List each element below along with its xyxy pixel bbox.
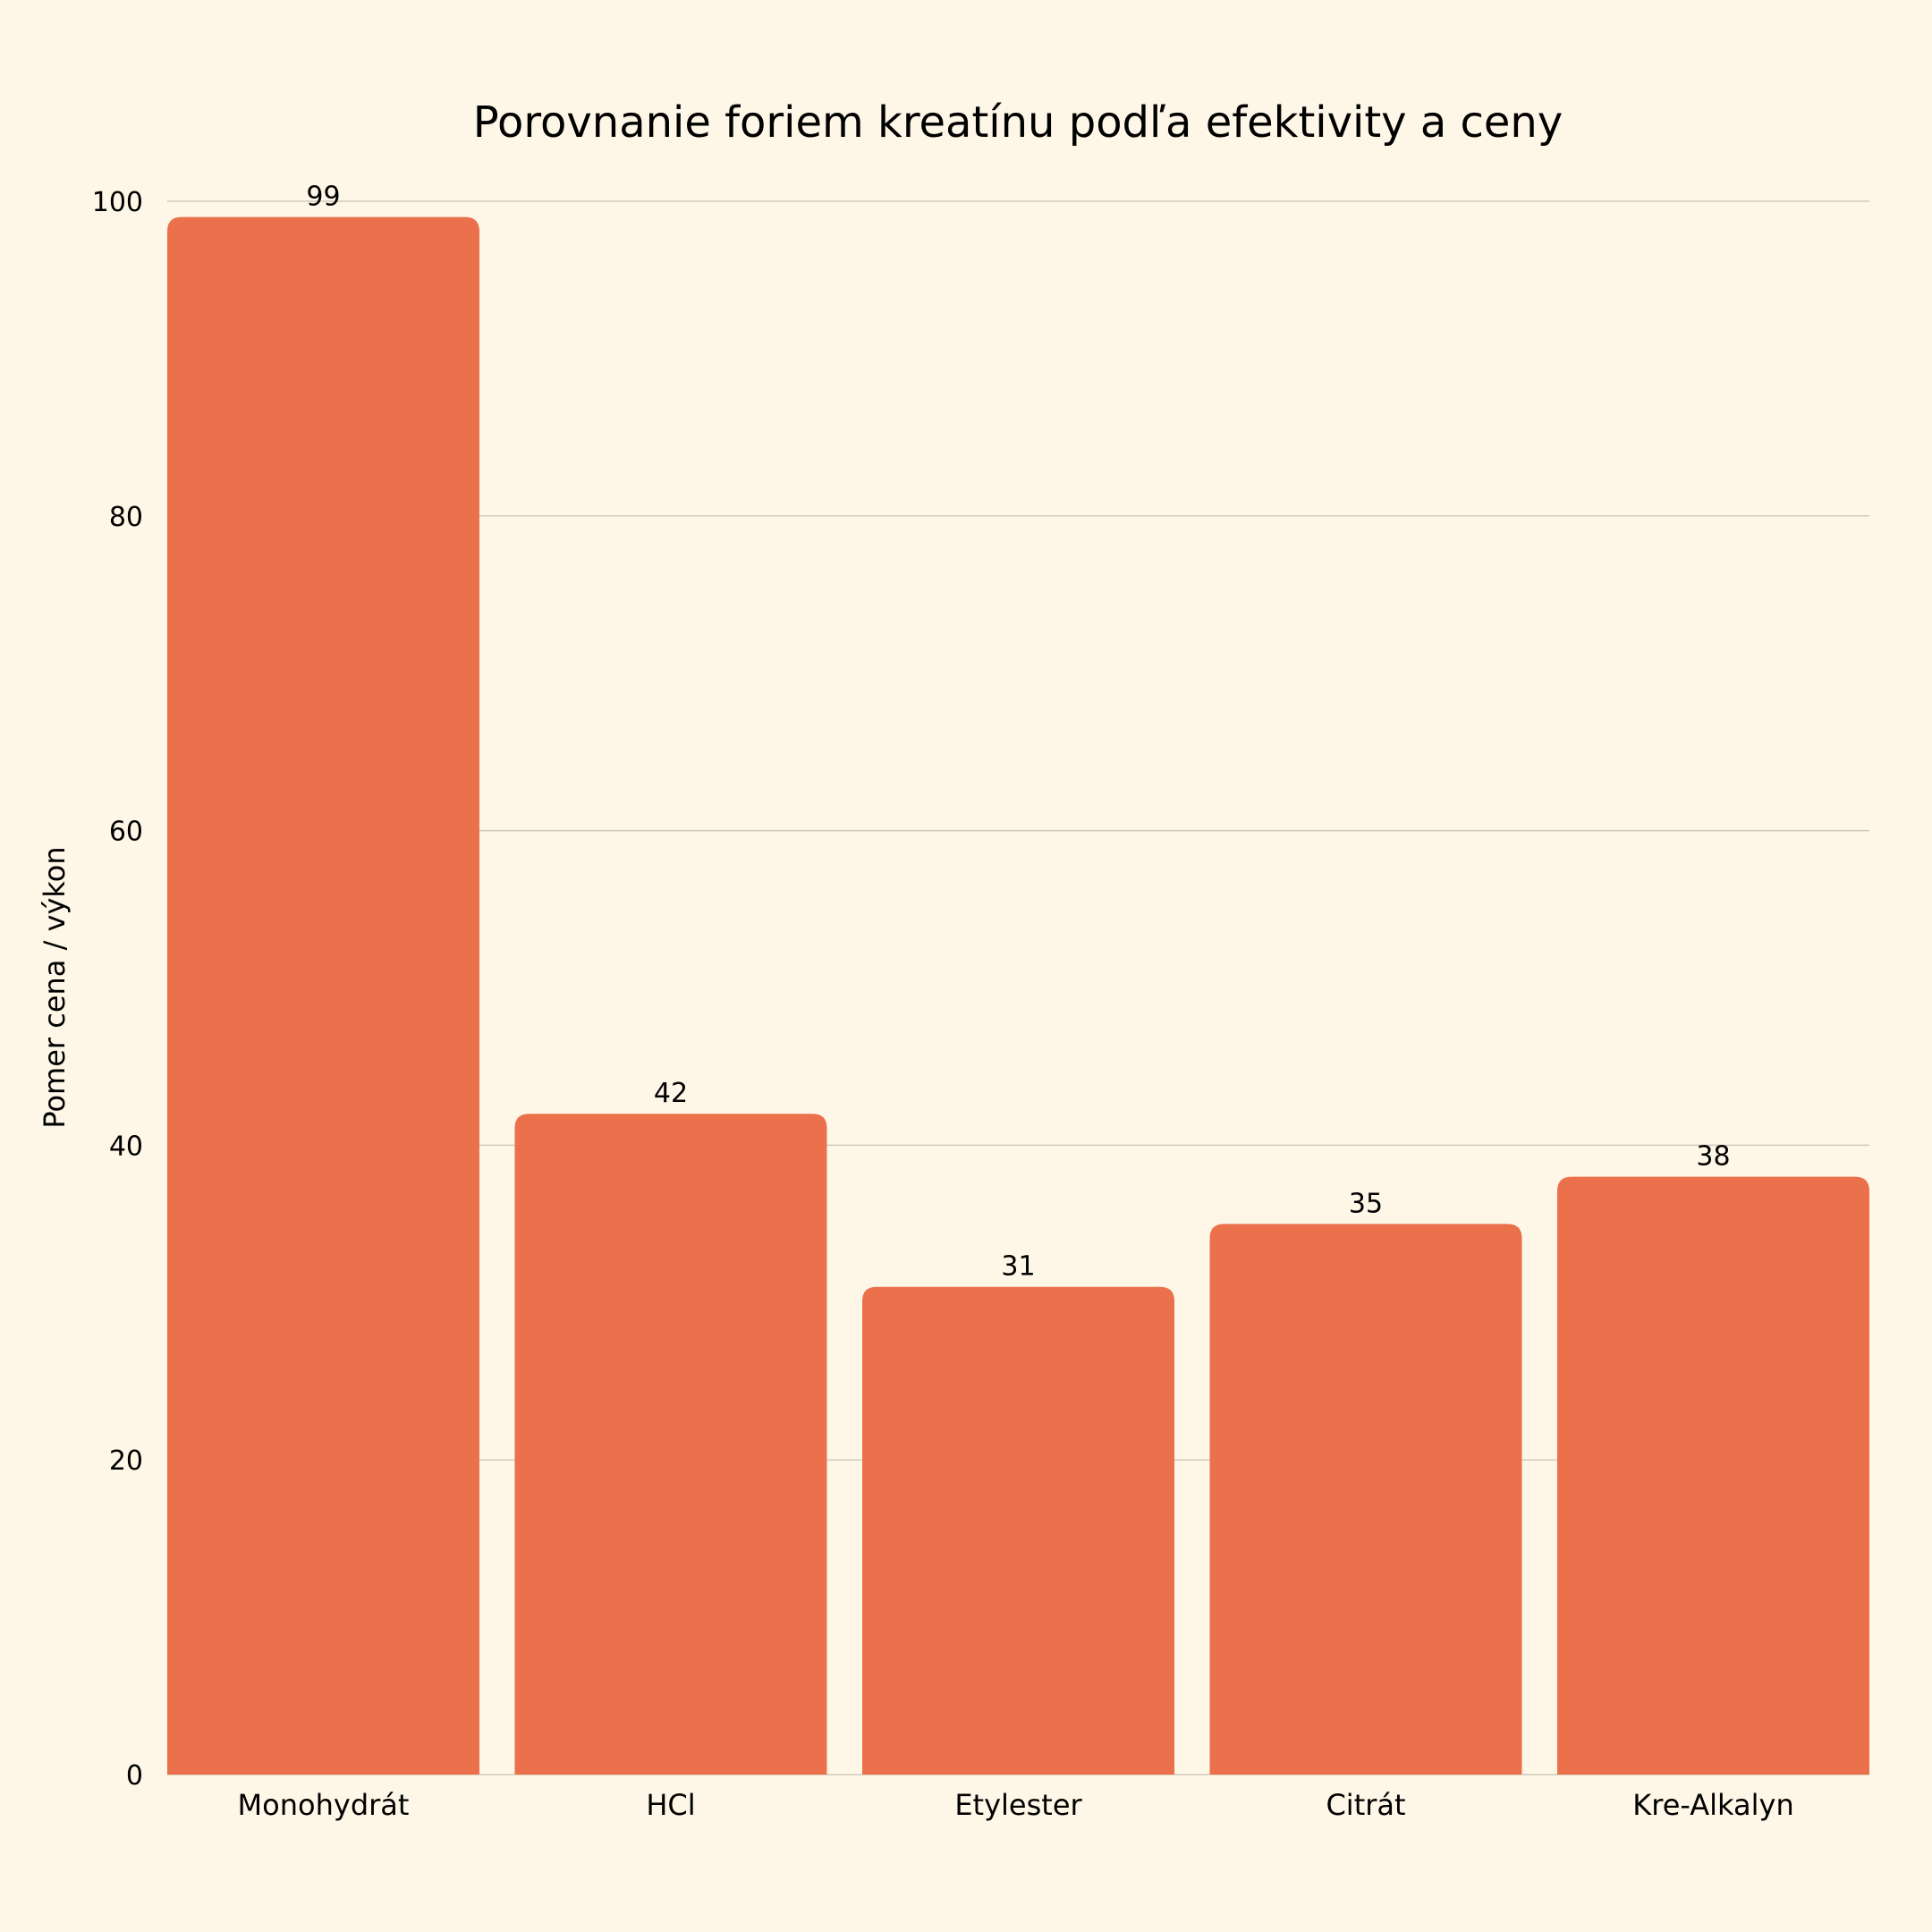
value-label: 42 [654, 1078, 688, 1109]
bar-kre-alkalyn [1557, 1176, 1869, 1775]
y-tick-label: 20 [109, 1445, 143, 1477]
value-label: 99 [306, 182, 340, 213]
chart-title: Porovnanie foriem kreatínu podľa efektiv… [473, 97, 1563, 148]
x-tick-label: Etylester [954, 1788, 1082, 1822]
x-tick-label: Citrát [1326, 1788, 1405, 1822]
value-label: 35 [1349, 1188, 1383, 1219]
y-axis-label: Pomer cena / výkon [38, 846, 72, 1128]
x-tick-label: HCl [646, 1788, 695, 1822]
y-tick-label: 80 [109, 502, 143, 533]
bar-hcl [514, 1114, 827, 1775]
x-tick-label: Kre-Alkalyn [1632, 1788, 1793, 1822]
x-tick-label: Monohydrát [238, 1788, 410, 1822]
y-tick-label: 60 [109, 817, 143, 848]
bar-monohydrát [167, 216, 479, 1775]
bar-etylester [862, 1286, 1174, 1775]
bar-citrát [1209, 1224, 1522, 1775]
y-tick-label: 0 [126, 1760, 143, 1792]
y-tick-label: 100 [92, 187, 143, 218]
value-label: 31 [1001, 1251, 1035, 1283]
y-tick-label: 40 [109, 1131, 143, 1162]
value-label: 38 [1696, 1141, 1730, 1173]
